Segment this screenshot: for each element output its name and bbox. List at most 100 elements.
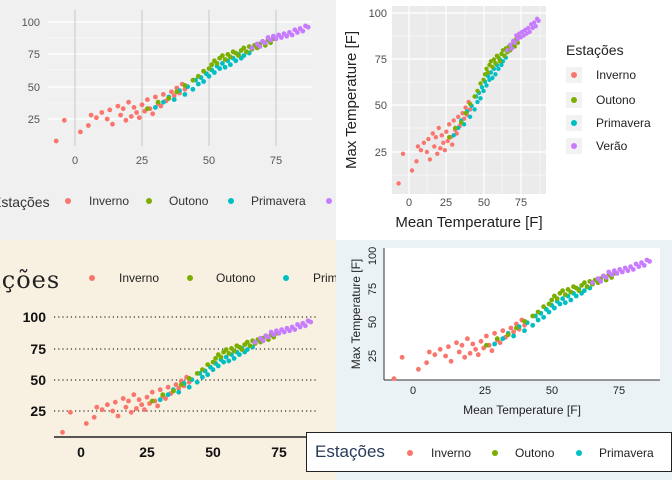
chart-4-point-primavera-0 [492, 341, 497, 347]
chart-2-point-outono-3 [463, 111, 468, 116]
chart-4-point-verao-0 [590, 280, 595, 286]
chart-3-point-verao-12 [287, 328, 292, 334]
chart-3-point-inverno-9 [115, 413, 121, 419]
chart-4-point-primavera-13 [546, 309, 552, 315]
chart-1-point-outono-14 [222, 57, 228, 62]
chart-4-point-outono-21 [582, 280, 587, 286]
chart-1-point-inverno-19 [139, 102, 145, 108]
chart-1-point-verao-6 [268, 37, 273, 43]
chart-3-point-primavera-18 [223, 354, 229, 360]
chart-1-point-outono-0 [145, 106, 150, 112]
chart-3-point-outono-14 [226, 351, 232, 356]
chart-1-point-inverno-2 [78, 129, 83, 135]
chart-2-point-verao-0 [505, 48, 510, 53]
chart-1-legend: Estações Inverno Outono Primavera [0, 194, 332, 210]
chart-4-point-primavera-7 [530, 322, 536, 328]
chart-3-grid [54, 316, 316, 412]
chart-1-point-primavera-26 [241, 53, 247, 58]
chart-1-point-verao-0 [249, 45, 255, 51]
chart-2-ytick-100: 100 [369, 8, 387, 20]
chart-4-legend-key-outono [492, 450, 498, 456]
chart-3-point-inverno-31 [176, 386, 182, 391]
chart-4-point-primavera-11 [541, 314, 546, 320]
chart-3-point-inverno-14 [131, 392, 137, 398]
chart-2-point-outono-15 [491, 57, 497, 62]
chart-2-point-inverno-18 [442, 148, 447, 153]
chart-4-point-outono-7 [541, 304, 546, 310]
chart-4-point-inverno-14 [465, 336, 470, 342]
chart-4-point-outono-16 [568, 289, 574, 295]
chart-3-point-inverno-0 [60, 429, 65, 435]
chart-1-point-inverno-16 [131, 105, 137, 110]
chart-2-point-primavera-5 [467, 114, 473, 120]
chart-3-legend-key-primavera [283, 275, 289, 281]
chart-4-legend-svg: Estações Inverno Outono Primavera [315, 442, 654, 461]
chart-4-point-outono-11 [554, 296, 560, 302]
chart-3-point-primavera-17 [221, 359, 227, 365]
chart-4-point-inverno-5 [432, 352, 438, 358]
chart-1-point-verao-8 [273, 36, 279, 42]
chart-4-point-inverno-23 [489, 348, 495, 354]
chart-3-point-inverno-6 [105, 402, 110, 408]
chart-1-svg: 100 75 50 25 0 25 50 75 Estações Inverno… [0, 10, 332, 210]
chart-1-point-inverno-26 [158, 103, 164, 109]
chart-1-point-inverno-24 [153, 94, 158, 100]
chart-2-grid [392, 6, 546, 194]
chart-2-ytick-50: 50 [375, 100, 387, 112]
chart-1-point-outono-2 [166, 95, 172, 101]
chart-2-point-primavera-12 [479, 85, 485, 90]
chart-1-point-inverno-21 [145, 97, 150, 102]
chart-1-point-primavera-9 [195, 81, 201, 87]
chart-2-point-inverno-2 [409, 168, 415, 173]
chart-3-point-inverno-26 [163, 396, 168, 401]
chart-1-point-inverno-31 [171, 93, 177, 99]
chart-4-xtick-0: 0 [410, 385, 416, 397]
chart-1-point-primavera-7 [190, 86, 196, 92]
chart-4-points [391, 257, 652, 382]
chart-2-point-outono-8 [481, 77, 486, 83]
chart-2-point-inverno-6 [421, 140, 427, 145]
chart-3-point-primavera-13 [210, 367, 216, 373]
chart-1-point-outono-9 [209, 62, 215, 68]
chart-2-point-primavera-15 [484, 83, 489, 88]
chart-3-ytick-50: 50 [30, 372, 46, 388]
chart-1-grid [48, 10, 312, 146]
chart-3-point-outono-8 [210, 359, 216, 365]
chart-4-ytick-25: 25 [367, 350, 379, 362]
chart-4-point-outono-4 [522, 318, 527, 324]
chart-2-point-primavera-0 [451, 133, 456, 138]
chart-2-point-verao-17 [532, 20, 537, 25]
chart-1-points [53, 23, 311, 144]
chart-3-legend: Estações Inverno Outono Primavera [0, 266, 336, 294]
chart-2-point-primavera-25 [499, 62, 504, 68]
chart-4-point-verao-20 [647, 259, 652, 264]
chart-4-point-inverno-8 [446, 344, 451, 350]
chart-2-point-inverno-13 [435, 151, 440, 156]
chart-3-point-outono-9 [213, 356, 219, 361]
chart-4-point-outono-0 [484, 342, 489, 348]
chart-1-point-primavera-15 [212, 70, 217, 75]
chart-3-point-inverno-16 [136, 397, 142, 403]
chart-1-point-outono-4 [182, 83, 188, 88]
chart-4-point-outono-8 [546, 301, 552, 307]
chart-2-point-outono-5 [472, 94, 477, 99]
chart-3-point-outono-4 [186, 376, 192, 381]
chart-2-xtick-50: 50 [478, 197, 490, 209]
chart-3-point-inverno-17 [139, 402, 145, 408]
chart-1-point-outono-3 [174, 89, 180, 95]
chart-2-point-inverno-9 [427, 157, 433, 162]
chart-1-point-outono-19 [236, 53, 241, 58]
chart-1-point-primavera-1 [161, 99, 166, 105]
chart-3-point-verao-20 [308, 319, 314, 325]
chart-3-ytick-25: 25 [30, 403, 46, 419]
chart-3-point-outono-16 [231, 348, 237, 354]
chart-4-point-inverno-30 [508, 325, 514, 331]
chart-2-point-outono-16 [493, 61, 498, 66]
chart-1-point-outono-11 [214, 61, 220, 66]
chart-1-point-outono-22 [244, 49, 249, 55]
chart-4-point-inverno-2 [416, 366, 421, 372]
chart-2-point-primavera-23 [496, 66, 501, 72]
chart-3-point-outono-22 [247, 343, 253, 349]
chart-1-point-inverno-13 [123, 117, 129, 123]
chart-1-xtick-0: 0 [72, 155, 78, 167]
